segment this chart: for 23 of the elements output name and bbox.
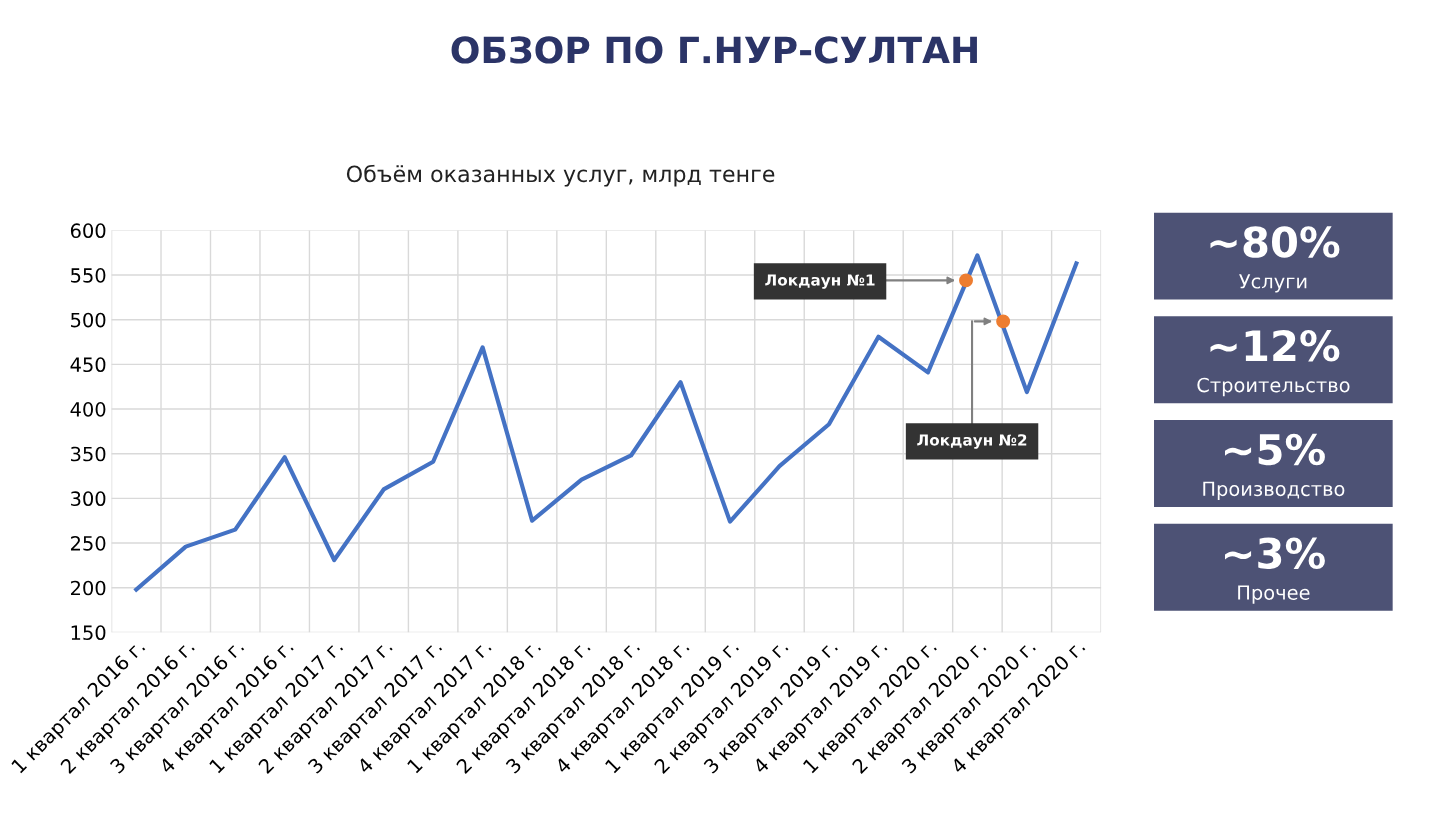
text: Услуги	[1239, 274, 1307, 293]
y-tick-label: 150	[71, 625, 106, 641]
y-tick-label: 200	[70, 580, 106, 596]
text: ~3%	[1225, 537, 1325, 569]
text: ~12%	[1210, 329, 1340, 362]
y-tick-label: 350	[71, 446, 106, 462]
line-series	[134, 253, 1079, 592]
chart-title: ОБЗОР ПО Г.НУР-СУЛТАН	[451, 36, 977, 64]
text: Строительство	[1197, 377, 1350, 397]
y-tick-label: 550	[71, 268, 106, 283]
text: Производство	[1203, 481, 1345, 500]
y-tick-label: 250	[70, 535, 106, 551]
text: Прочее	[1238, 585, 1310, 604]
y-tick-label: 600	[70, 223, 106, 239]
annotation: Локдаун №1	[765, 274, 875, 289]
text: ~5%	[1225, 433, 1325, 466]
y-tick-label: 400	[70, 402, 106, 417]
text: ~80%	[1210, 226, 1340, 258]
y-tick-label: 300	[71, 491, 106, 507]
annotation: Локдаун №2	[917, 434, 1027, 449]
y-tick-label: 450	[70, 357, 106, 373]
y-tick-label: 500	[71, 312, 106, 328]
chart-subtitle: Объём оказанных услуг, млрд тенге	[346, 164, 775, 187]
